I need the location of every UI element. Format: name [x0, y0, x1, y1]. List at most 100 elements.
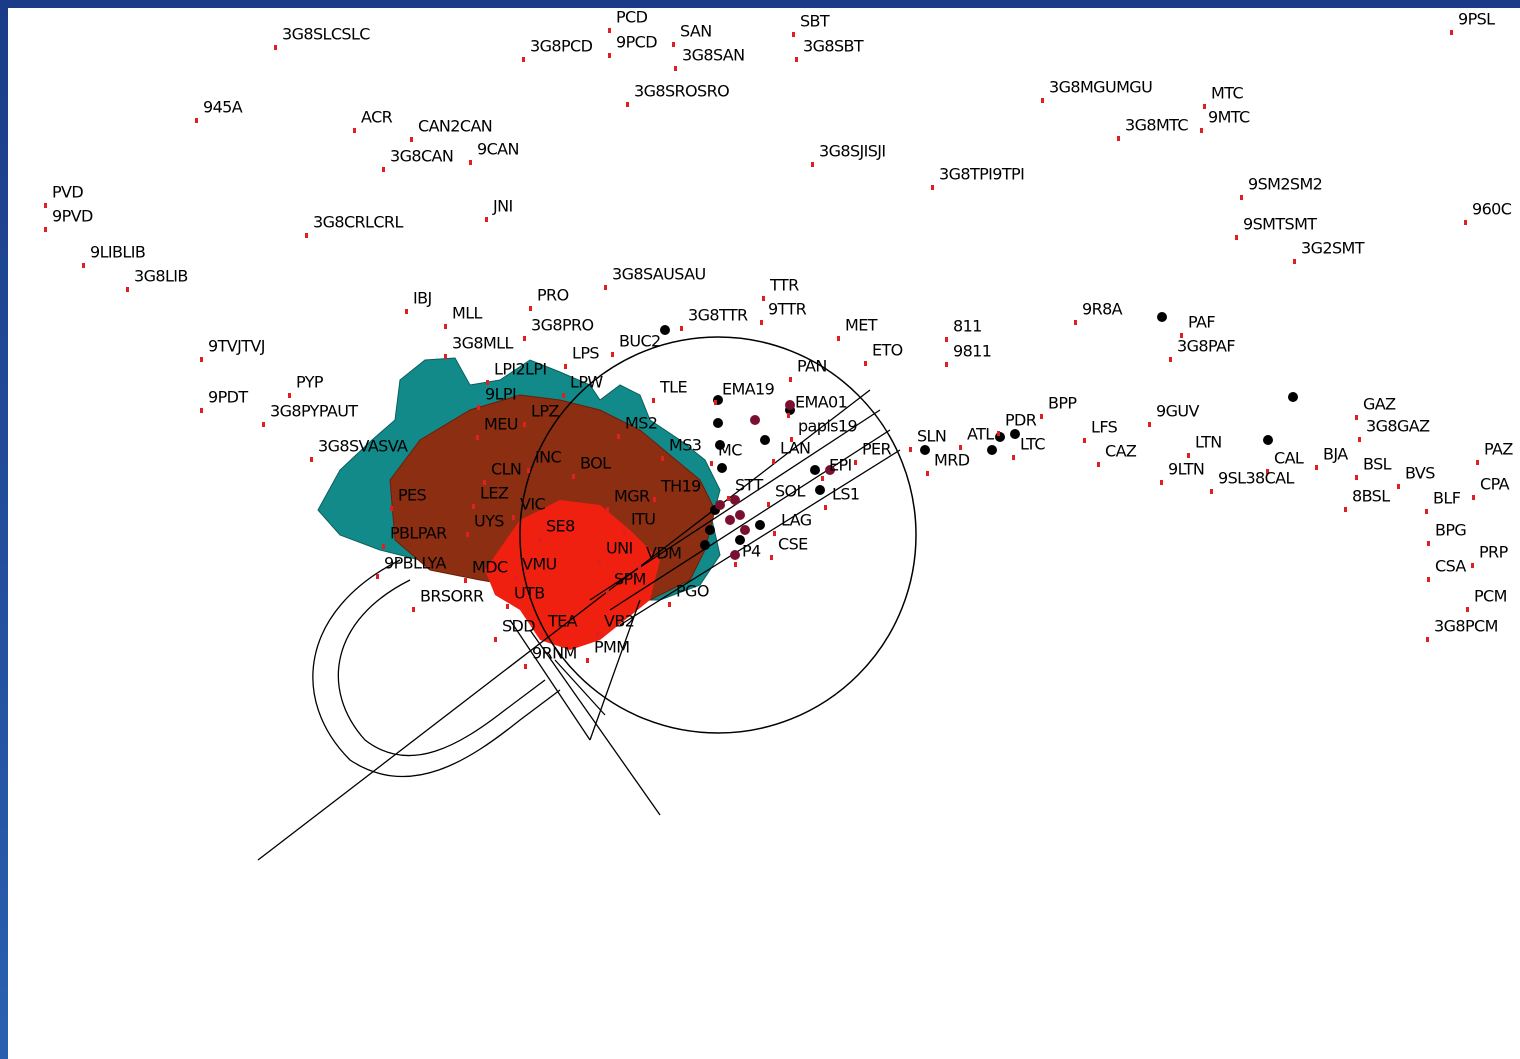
- site-icon: [1355, 415, 1358, 420]
- site-label: EPI: [829, 456, 852, 475]
- site-label: 3G8MLL: [452, 334, 513, 353]
- site-icon: [274, 45, 277, 50]
- site-label: 9LIBLIB: [90, 243, 145, 262]
- site-label: INC: [535, 448, 561, 467]
- site-icon: [710, 461, 713, 466]
- point-marker: [1010, 429, 1020, 439]
- site-icon: [638, 564, 641, 569]
- site-icon: [44, 227, 47, 232]
- site-icon: [821, 476, 824, 481]
- site-icon: [1315, 465, 1318, 470]
- site-label: P4: [742, 542, 761, 561]
- site-label: MRD: [934, 451, 970, 470]
- site-label: 9SL38CAL: [1218, 469, 1295, 488]
- point-marker: [717, 463, 727, 473]
- site-label: LPS: [572, 344, 599, 363]
- site-label: 3G8GAZ: [1366, 417, 1430, 436]
- site-label: SAN: [680, 22, 712, 41]
- site-icon: [767, 502, 770, 507]
- site-label: STT: [735, 476, 763, 495]
- site-label: SOL: [775, 482, 806, 501]
- site-label: LTN: [1195, 433, 1222, 452]
- point-marker: [1288, 392, 1298, 402]
- site-icon: [837, 336, 840, 341]
- site-label: MGR: [614, 487, 650, 506]
- site-label: 3G8SROSRO: [634, 82, 729, 101]
- site-icon: [522, 57, 525, 62]
- site-icon: [390, 506, 393, 511]
- site-label: LPW: [570, 373, 603, 392]
- site-icon: [1117, 136, 1120, 141]
- point-marker: [700, 540, 710, 550]
- site-label: 9811: [953, 342, 991, 361]
- site-label: JNI: [492, 197, 513, 216]
- site-icon: [200, 357, 203, 362]
- site-icon: [926, 471, 929, 476]
- site-label: LTC: [1020, 435, 1045, 454]
- site-label: BVS: [1405, 464, 1435, 483]
- site-icon: [494, 637, 497, 642]
- site-label: 9GUV: [1156, 402, 1199, 421]
- site-icon: [405, 309, 408, 314]
- site-label: LS1: [832, 485, 859, 504]
- site-icon: [945, 362, 948, 367]
- site-icon: [772, 459, 775, 464]
- site-icon: [353, 128, 356, 133]
- site-label: 3G8SAUSAU: [612, 265, 706, 284]
- site-icon: [1074, 320, 1077, 325]
- site-label: PAZ: [1484, 440, 1513, 459]
- site-icon: [795, 57, 798, 62]
- site-label: GAZ: [1363, 395, 1396, 414]
- site-label: PES: [398, 486, 427, 505]
- point-marker: [987, 445, 997, 455]
- site-label: PVD: [52, 183, 83, 202]
- site-label: PCD: [616, 8, 648, 27]
- point-marker: [810, 465, 820, 475]
- site-label: 3G8PAF: [1177, 337, 1235, 356]
- site-label: MTC: [1211, 84, 1243, 103]
- site-label: PDR: [1005, 411, 1037, 430]
- site-icon: [466, 532, 469, 537]
- site-label: 3G8SJISJI: [819, 142, 886, 161]
- site-icon: [1466, 607, 1469, 612]
- site-label: UYS: [474, 512, 504, 531]
- site-icon: [931, 185, 934, 190]
- site-icon: [1450, 30, 1453, 35]
- site-icon: [524, 664, 527, 669]
- site-label: PER: [862, 440, 892, 459]
- site-label: LPZ: [531, 402, 559, 421]
- site-icon: [305, 233, 308, 238]
- site-label: 945A: [203, 98, 243, 117]
- site-icon: [1358, 437, 1361, 442]
- site-label: BPP: [1048, 394, 1077, 413]
- site-icon: [762, 296, 765, 301]
- site-icon: [1040, 414, 1043, 419]
- site-label: 3G8PCM: [1434, 617, 1498, 636]
- site-label: 9PDT: [208, 388, 248, 407]
- site-icon: [512, 515, 515, 520]
- site-label: 9PCD: [616, 33, 657, 52]
- site-label: BUC2: [619, 332, 661, 351]
- site-icon: [652, 398, 655, 403]
- site-icon: [382, 544, 385, 549]
- point-marker: [730, 495, 740, 505]
- site-icon: [523, 422, 526, 427]
- point-marker: [713, 418, 723, 428]
- site-label: 3G8PCD: [530, 37, 593, 56]
- site-icon: [564, 364, 567, 369]
- point-marker: [740, 525, 750, 535]
- site-icon: [606, 590, 609, 595]
- site-icon: [444, 354, 447, 359]
- site-icon: [653, 497, 656, 502]
- site-label: IBJ: [413, 289, 432, 308]
- site-label: 3G8CAN: [390, 147, 453, 166]
- site-label: 3G8MGUMGU: [1049, 78, 1152, 97]
- site-label: UNI: [606, 539, 633, 558]
- site-label: PCM: [1474, 587, 1507, 606]
- site-label: CSA: [1435, 557, 1466, 576]
- site-icon: [623, 530, 626, 535]
- site-label: 3G8SAN: [682, 46, 745, 65]
- site-label: SBT: [800, 12, 830, 31]
- site-label: 3G8CRLCRL: [313, 213, 403, 232]
- site-icon: [680, 326, 683, 331]
